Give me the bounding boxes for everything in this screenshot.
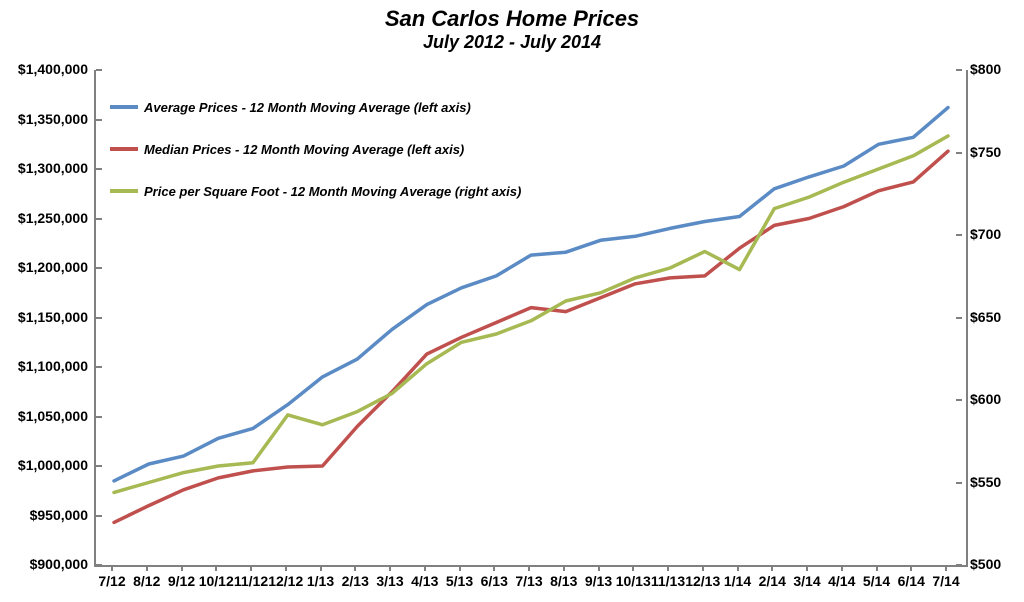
x-tick [737,565,739,571]
y-left-tick [96,69,102,71]
x-tick [841,565,843,571]
y-right-tick-label: $500 [970,556,1001,572]
legend-label: Average Prices - 12 Month Moving Average… [144,100,471,115]
y-right-tick-label: $700 [970,226,1001,242]
y-left-tick [96,515,102,517]
x-tick [806,565,808,571]
legend-swatch [110,189,138,193]
x-tick [424,565,426,571]
y-left-tick [96,465,102,467]
y-left-tick-label: $1,300,000 [18,160,88,176]
legend-swatch [110,105,138,109]
y-right-tick-label: $750 [970,144,1001,160]
y-right-tick-label: $550 [970,474,1001,490]
chart-subtitle: July 2012 - July 2014 [0,32,1024,53]
x-tick [945,565,947,571]
y-left-tick-label: $1,250,000 [18,210,88,226]
y-left-tick-label: $1,200,000 [18,259,88,275]
x-tick [111,565,113,571]
x-tick [632,565,634,571]
x-tick [181,565,183,571]
y-left-tick [96,366,102,368]
y-right-tick-label: $800 [970,61,1001,77]
y-right-tick [956,69,962,71]
y-left-tick [96,317,102,319]
legend-label: Price per Square Foot - 12 Month Moving … [144,184,521,199]
y-left-tick [96,119,102,121]
y-right-tick [956,482,962,484]
y-right-tick [956,234,962,236]
y-left-tick [96,267,102,269]
y-right-tick [956,399,962,401]
y-left-tick [96,564,102,566]
y-left-tick [96,168,102,170]
y-right-tick [956,564,962,566]
y-left-tick-label: $1,000,000 [18,457,88,473]
x-tick [354,565,356,571]
legend: Average Prices - 12 Month Moving Average… [110,86,521,212]
x-tick [320,565,322,571]
legend-item: Median Prices - 12 Month Moving Average … [110,128,521,170]
legend-label: Median Prices - 12 Month Moving Average … [144,142,464,157]
x-tick [459,565,461,571]
y-left-tick-label: $900,000 [30,556,88,572]
plot-area: Average Prices - 12 Month Moving Average… [94,70,968,567]
x-tick [667,565,669,571]
legend-item: Average Prices - 12 Month Moving Average… [110,86,521,128]
x-tick [702,565,704,571]
y-right-tick [956,317,962,319]
y-left-tick [96,218,102,220]
x-tick [250,565,252,571]
y-left-tick-label: $1,150,000 [18,309,88,325]
y-left-tick-label: $1,350,000 [18,111,88,127]
x-tick [146,565,148,571]
y-left-tick-label: $950,000 [30,507,88,523]
x-tick [910,565,912,571]
x-tick [285,565,287,571]
x-tick [215,565,217,571]
y-right-tick [956,152,962,154]
title-block: San Carlos Home Prices July 2012 - July … [0,6,1024,53]
legend-item: Price per Square Foot - 12 Month Moving … [110,170,521,212]
x-tick [598,565,600,571]
y-left-tick [96,416,102,418]
x-tick [876,565,878,571]
x-tick [771,565,773,571]
x-tick [389,565,391,571]
y-right-tick-label: $650 [970,309,1001,325]
x-tick-label: 7/14 [926,573,966,589]
x-tick [563,565,565,571]
x-tick [528,565,530,571]
y-right-tick-label: $600 [970,391,1001,407]
y-left-tick-label: $1,400,000 [18,61,88,77]
y-left-tick-label: $1,050,000 [18,408,88,424]
legend-swatch [110,147,138,151]
x-tick [493,565,495,571]
y-left-tick-label: $1,100,000 [18,358,88,374]
chart-title: San Carlos Home Prices [0,6,1024,32]
chart-container: San Carlos Home Prices July 2012 - July … [0,0,1024,602]
